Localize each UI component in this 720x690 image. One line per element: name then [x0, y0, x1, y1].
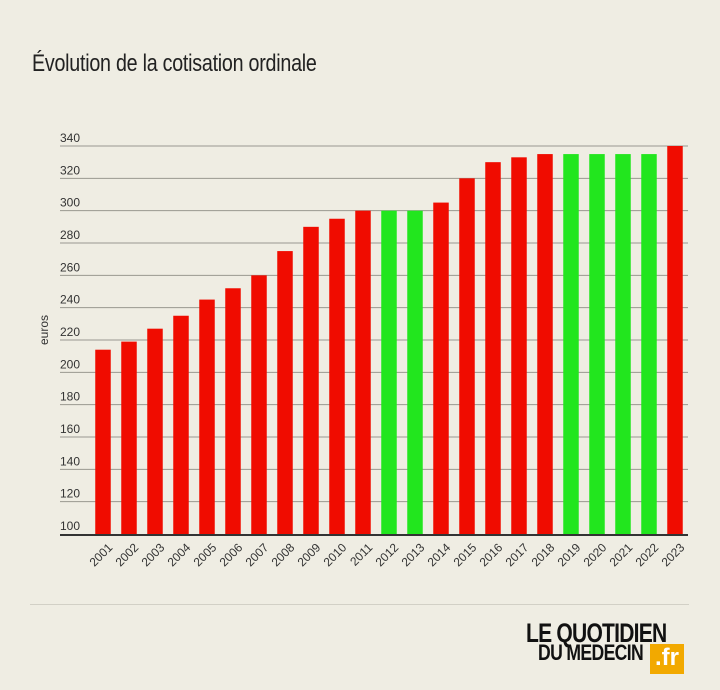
bar: [537, 154, 553, 535]
bar: [615, 154, 631, 535]
x-tick-label: 2003: [139, 540, 168, 569]
bar: [381, 210, 397, 534]
grid-lines: [60, 145, 688, 503]
x-tick-labels: 2001200220032004200520062007200820092010…: [87, 540, 688, 569]
x-tick-label: 2015: [451, 540, 480, 569]
logo-line-2: DU MEDECIN: [538, 640, 644, 665]
bar: [95, 349, 111, 534]
y-tick-label: 100: [60, 519, 80, 533]
bar: [121, 341, 137, 534]
y-tick-label: 280: [60, 228, 80, 242]
bar: [329, 218, 345, 534]
logo-line-1: LE QUOTIDIEN: [526, 618, 667, 648]
x-tick-label: 2010: [321, 540, 350, 569]
x-tick-label: 2007: [243, 540, 272, 569]
y-tick-label: 300: [60, 196, 80, 210]
brand-logo: LE QUOTIDIEN DU MEDECIN .fr: [526, 618, 696, 678]
y-axis-label: euros: [37, 315, 51, 345]
chart-title: Évolution de la cotisation ordinale: [32, 50, 317, 77]
bar: [433, 202, 449, 535]
bar: [199, 299, 215, 534]
x-tick-label: 2001: [87, 540, 116, 569]
y-tick-label: 120: [60, 487, 80, 501]
x-tick-label: 2018: [529, 540, 558, 569]
bar: [589, 154, 605, 535]
bar: [459, 178, 475, 535]
x-tick-label: 2006: [217, 540, 246, 569]
x-tick-label: 2004: [165, 540, 194, 569]
y-tick-label: 200: [60, 357, 80, 371]
x-tick-label: 2012: [373, 540, 402, 569]
bar: [485, 162, 501, 534]
y-tick-label: 320: [60, 163, 80, 177]
x-tick-label: 2023: [659, 540, 688, 569]
bar: [303, 226, 319, 535]
x-tick-label: 2021: [607, 540, 636, 569]
footer-divider: [30, 604, 689, 605]
y-tick-label: 140: [60, 454, 80, 468]
y-tick-label: 260: [60, 260, 80, 274]
bar: [173, 315, 189, 534]
x-tick-label: 2019: [555, 540, 584, 569]
bar: [147, 328, 163, 534]
x-tick-label: 2002: [113, 540, 142, 569]
bar: [355, 210, 371, 534]
y-tick-label: 160: [60, 422, 80, 436]
y-tick-label: 220: [60, 325, 80, 339]
y-tick-label: 340: [60, 131, 80, 145]
x-tick-label: 2022: [633, 540, 662, 569]
y-tick-label: 180: [60, 390, 80, 404]
bar: [277, 251, 293, 535]
x-tick-label: 2017: [503, 540, 532, 569]
x-tick-label: 2008: [269, 540, 298, 569]
bar: [563, 154, 579, 535]
bar: [251, 275, 267, 534]
x-tick-label: 2011: [347, 540, 375, 568]
bars: [95, 146, 683, 535]
x-tick-label: 2009: [295, 540, 324, 569]
y-tick-label: 240: [60, 293, 80, 307]
logo-fr-badge: .fr: [650, 644, 684, 674]
x-tick-label: 2005: [191, 540, 220, 569]
bar: [641, 154, 657, 535]
x-tick-label: 2020: [581, 540, 610, 569]
x-tick-label: 2013: [399, 540, 428, 569]
x-tick-label: 2014: [425, 540, 454, 569]
y-tick-labels: 100 120 140 160 180 200 220 240 260 280 300 320 340: [60, 131, 80, 533]
bar: [407, 210, 423, 534]
bar: [511, 157, 527, 535]
bar: [225, 288, 241, 534]
x-tick-label: 2016: [477, 540, 506, 569]
bar-chart: 100120140160180200220240260280300320340 …: [37, 131, 688, 569]
bar: [667, 146, 683, 534]
